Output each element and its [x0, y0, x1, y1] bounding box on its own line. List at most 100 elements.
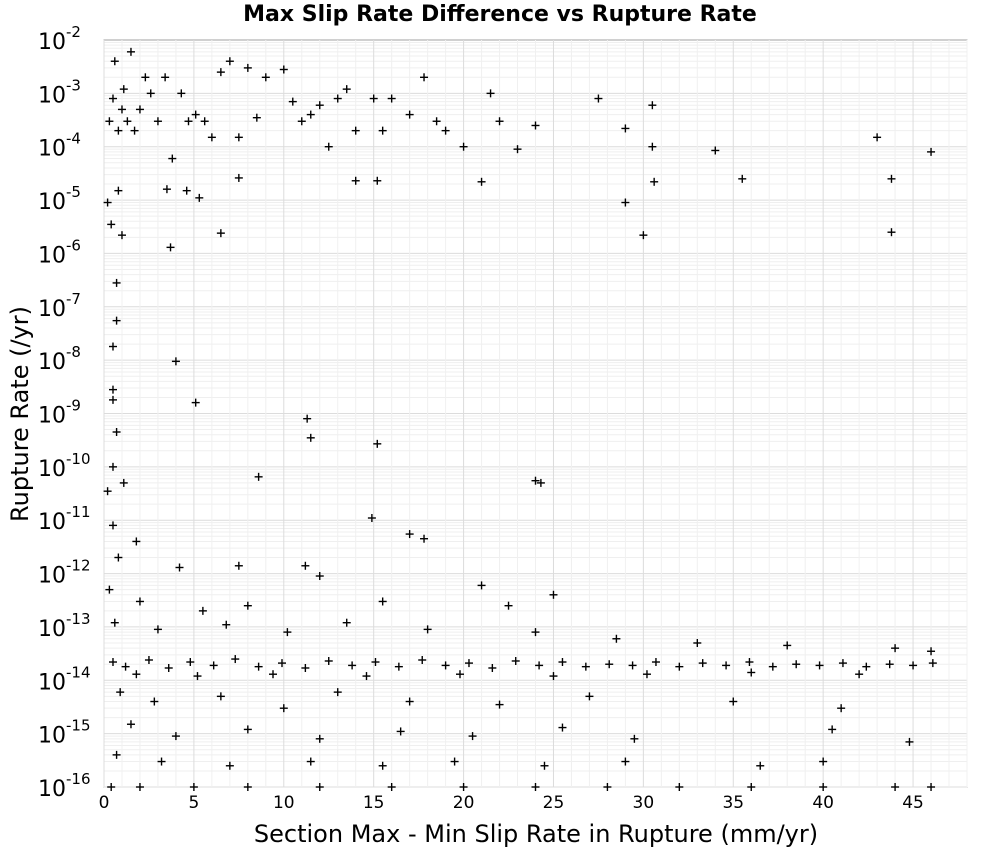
grid-lines [103, 40, 968, 788]
data-point [234, 133, 243, 142]
data-point [373, 439, 382, 448]
data-point [729, 697, 738, 706]
x-tick-label: 45 [902, 793, 924, 813]
data-point [112, 316, 121, 325]
data-point [108, 395, 117, 404]
y-tick-label: 10-5 [38, 183, 81, 215]
data-point [513, 145, 522, 154]
data-point [605, 660, 614, 669]
data-point [116, 688, 125, 697]
data-point [373, 176, 382, 185]
data-point [549, 590, 558, 599]
x-tick-label: 30 [633, 793, 655, 813]
data-point [105, 117, 114, 126]
data-point [225, 761, 234, 770]
data-point [279, 704, 288, 713]
data-point [362, 672, 371, 681]
x-tick-label: 10 [273, 793, 295, 813]
y-tick-label: 10-9 [38, 397, 81, 429]
data-point [698, 659, 707, 668]
data-point [815, 661, 824, 670]
data-point [387, 94, 396, 103]
data-point [630, 734, 639, 743]
data-point [342, 618, 351, 627]
data-point [477, 177, 486, 186]
data-point [348, 661, 357, 670]
data-point [531, 476, 540, 485]
data-point [441, 126, 450, 135]
data-point [486, 89, 495, 98]
data-point [909, 661, 918, 670]
data-point [378, 126, 387, 135]
data-point [119, 85, 128, 94]
data-point [303, 414, 312, 423]
data-point [119, 478, 128, 487]
data-point [535, 661, 544, 670]
data-point [315, 783, 324, 791]
data-point [531, 121, 540, 130]
data-point [351, 126, 360, 135]
x-tick-label: 5 [188, 793, 199, 813]
data-point [184, 117, 193, 126]
data-point [117, 105, 126, 114]
data-point [459, 783, 468, 791]
data-point [693, 638, 702, 647]
data-point [261, 73, 270, 82]
data-point [189, 783, 198, 791]
x-tick-label: 0 [99, 793, 110, 813]
x-tick-label: 35 [722, 793, 744, 813]
data-point [504, 601, 513, 610]
data-point [234, 173, 243, 182]
data-point [648, 142, 657, 151]
y-axis-ticks: 10-2 10-3 10-4 10-5 10-6 10-7 10-8 10-9 10-10 10-… [38, 23, 91, 802]
y-tick-label: 10-10 [38, 450, 91, 482]
data-point [306, 110, 315, 119]
data-point [130, 126, 139, 135]
data-point [114, 186, 123, 195]
data-point [905, 737, 914, 746]
data-point [488, 663, 497, 672]
data-point [756, 761, 765, 770]
data-point [216, 68, 225, 77]
data-point [162, 185, 171, 194]
data-point [342, 85, 351, 94]
data-point [585, 692, 594, 701]
data-point [837, 704, 846, 713]
y-axis-label: Rupture Rate (/yr) [6, 306, 34, 522]
data-point [768, 662, 777, 671]
chart-title: Max Slip Rate Difference vs Rupture Rate [243, 2, 757, 27]
data-point [117, 231, 126, 240]
data-point [277, 659, 286, 668]
data-point [371, 658, 380, 667]
data-point [315, 101, 324, 110]
data-point [887, 174, 896, 183]
data-point [642, 670, 651, 679]
data-point [549, 672, 558, 681]
data-point [186, 658, 195, 667]
data-point [108, 342, 117, 351]
data-point [747, 783, 756, 791]
y-tick-label: 10-2 [38, 23, 81, 55]
data-point [234, 561, 243, 570]
y-tick-label: 10-3 [38, 76, 81, 108]
data-point [558, 658, 567, 667]
x-tick-label: 20 [453, 793, 475, 813]
data-point [394, 662, 403, 671]
data-point [536, 478, 545, 487]
data-point [135, 783, 144, 791]
x-tick-label: 40 [812, 793, 834, 813]
data-point [269, 670, 278, 679]
data-point [191, 110, 200, 119]
data-point [171, 732, 180, 741]
data-point [126, 720, 135, 729]
data-point [103, 198, 112, 207]
data-point [531, 783, 540, 791]
data-point [177, 89, 186, 98]
data-point [141, 73, 150, 82]
data-point [243, 783, 252, 791]
data-point [315, 572, 324, 581]
data-point [418, 655, 427, 664]
data-point [288, 97, 297, 106]
data-point [108, 385, 117, 394]
data-point [396, 727, 405, 736]
